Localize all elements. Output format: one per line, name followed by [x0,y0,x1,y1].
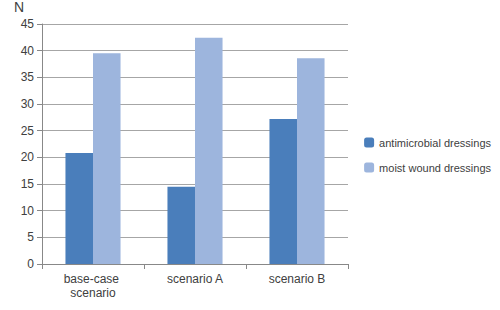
svg-text:20: 20 [21,150,35,164]
svg-text:5: 5 [27,230,34,244]
svg-text:45: 45 [21,17,35,31]
svg-text:0: 0 [27,257,34,271]
svg-text:35: 35 [21,70,35,84]
svg-text:moist wound dressings: moist wound dressings [379,162,491,174]
svg-text:30: 30 [21,97,35,111]
svg-text:scenario A: scenario A [167,272,223,286]
svg-text:40: 40 [21,44,35,58]
svg-text:10: 10 [21,204,35,218]
svg-text:N: N [14,0,24,15]
svg-text:base-case: base-case [64,272,123,286]
svg-text:scenario B: scenario B [269,272,326,286]
svg-text:25: 25 [21,124,35,138]
svg-text:15: 15 [21,177,35,191]
svg-text:scenario: scenario [70,286,116,300]
svg-text:antimicrobial dressings: antimicrobial dressings [379,137,491,149]
